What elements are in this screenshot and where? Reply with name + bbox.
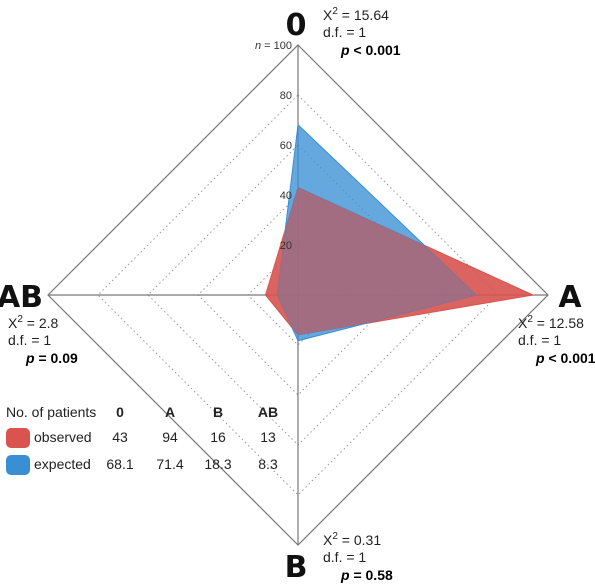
legend-cell: 13 <box>260 429 276 445</box>
tick-label: 40 <box>280 190 292 202</box>
stats-AB: Χ2 = 2.8d.f. = 1 p = 0.09 <box>8 314 78 366</box>
radar-tick-labels: 20 40 60 80 n = 100 <box>255 40 292 252</box>
chi-square-value: Χ2 = 15.64 <box>323 6 389 23</box>
legend-swatch-expected <box>6 455 30 475</box>
legend-cell: 8.3 <box>258 456 278 472</box>
legend-cell: 18.3 <box>204 456 231 472</box>
legend-row-label: expected <box>34 456 91 472</box>
tick-label: 20 <box>280 240 292 252</box>
legend-cell: 16 <box>210 429 226 445</box>
legend-swatch-observed <box>6 428 30 448</box>
tick-label: 80 <box>280 90 292 102</box>
stats-B: Χ2 = 0.31d.f. = 1 p = 0.58 <box>323 531 393 583</box>
stats-A: Χ2 = 12.58d.f. = 1 p < 0.001 <box>518 314 595 366</box>
p-value: p = 0.09 <box>25 350 78 366</box>
legend-cell: 94 <box>162 429 178 445</box>
axis-name-AB: AB <box>0 280 43 315</box>
axis-name-B: B <box>285 550 308 585</box>
p-value: p < 0.001 <box>340 42 401 58</box>
legend-cell: 43 <box>112 429 128 445</box>
axis-name-A: A <box>558 280 582 315</box>
chi-square-value: Χ2 = 12.58 <box>518 314 584 331</box>
tick-label-max: n = 100 <box>255 40 292 52</box>
legend-column-B: B <box>213 404 223 420</box>
stats-0: Χ2 = 15.64d.f. = 1 p < 0.001 <box>323 6 401 58</box>
chi-square-value: Χ2 = 0.31 <box>323 531 381 548</box>
p-value: p = 0.58 <box>340 567 393 583</box>
legend-column-AB: AB <box>258 404 278 420</box>
degrees-of-freedom: d.f. = 1 <box>8 332 51 348</box>
p-value: p < 0.001 <box>535 350 595 366</box>
tick-label: 60 <box>280 140 292 152</box>
legend-header: No. of patients <box>6 404 96 420</box>
degrees-of-freedom: d.f. = 1 <box>323 24 366 40</box>
legend-row-label: observed <box>34 429 92 445</box>
axis-name-0: 0 <box>286 8 307 43</box>
series-overlay-observed <box>265 187 533 335</box>
legend-column-0: 0 <box>116 404 124 420</box>
legend-column-A: A <box>165 404 175 420</box>
radar-series <box>264 123 535 342</box>
degrees-of-freedom: d.f. = 1 <box>518 332 561 348</box>
legend-cell: 68.1 <box>106 456 133 472</box>
degrees-of-freedom: d.f. = 1 <box>323 549 366 565</box>
chi-square-value: Χ2 = 2.8 <box>8 314 59 331</box>
legend-cell: 71.4 <box>156 456 183 472</box>
